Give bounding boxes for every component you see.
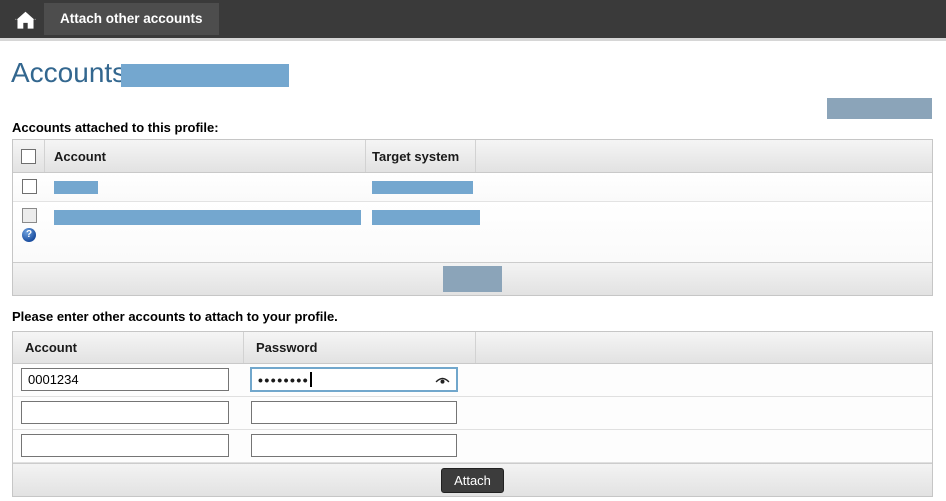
password-masked-value: •••••••• xyxy=(258,371,310,388)
attached-accounts-table: Account Target system ? xyxy=(12,139,933,296)
text-caret xyxy=(310,372,312,387)
redacted-target-system-value xyxy=(372,210,480,225)
entry-section-label: Please enter other accounts to attach to… xyxy=(12,309,338,324)
entry-row xyxy=(13,430,932,463)
select-all-cell xyxy=(13,140,45,172)
redacted-top-right-button[interactable] xyxy=(827,98,932,119)
attached-section-label: Accounts attached to this profile: xyxy=(12,120,219,135)
home-icon xyxy=(14,9,37,30)
table-row xyxy=(13,173,932,202)
column-header-account: Account xyxy=(13,332,244,363)
row-checkbox[interactable] xyxy=(22,179,37,194)
new-accounts-table: Account Password •••••••• xyxy=(12,331,933,497)
entry-table-footer: Attach xyxy=(13,463,932,496)
redacted-detach-button[interactable] xyxy=(443,266,502,292)
entry-table-header: Account Password xyxy=(13,332,932,364)
account-input-1[interactable] xyxy=(21,368,229,391)
column-header-password: Password xyxy=(244,332,476,363)
redacted-account-value xyxy=(54,210,361,225)
column-header-target-system: Target system xyxy=(366,140,476,172)
redacted-account-value xyxy=(54,181,98,194)
password-reveal-icon[interactable] xyxy=(435,375,450,385)
attached-table-footer xyxy=(13,262,932,295)
redacted-target-system-value xyxy=(372,181,473,194)
attach-button[interactable]: Attach xyxy=(441,467,504,493)
attached-table-header: Account Target system xyxy=(13,140,932,173)
entry-row: •••••••• xyxy=(13,364,932,397)
select-all-checkbox[interactable] xyxy=(21,148,36,164)
home-button[interactable] xyxy=(11,7,39,31)
password-input-1[interactable]: •••••••• xyxy=(250,367,458,392)
table-row: ? xyxy=(13,202,932,262)
entry-row xyxy=(13,397,932,430)
row-checkbox-disabled[interactable] xyxy=(22,208,37,223)
password-input-3[interactable] xyxy=(251,434,457,457)
account-input-3[interactable] xyxy=(21,434,229,457)
page-title: Accounts xyxy=(11,57,127,88)
redacted-title-value xyxy=(121,64,289,87)
password-input-2[interactable] xyxy=(251,401,457,424)
help-icon[interactable]: ? xyxy=(22,228,36,242)
account-input-2[interactable] xyxy=(21,401,229,424)
column-header-account: Account xyxy=(45,140,366,172)
top-navigation-bar: Attach other accounts xyxy=(0,0,946,41)
tab-attach-other-accounts[interactable]: Attach other accounts xyxy=(44,3,219,35)
